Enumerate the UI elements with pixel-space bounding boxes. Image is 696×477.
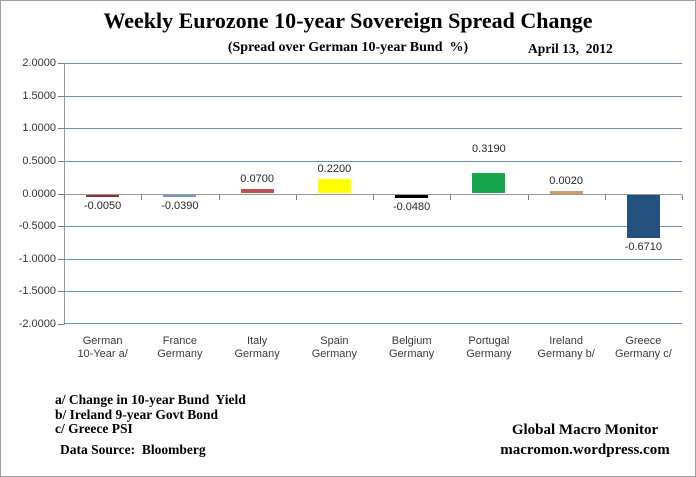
gridline [64, 323, 682, 324]
gridline [64, 259, 682, 260]
credits-url: macromon.wordpress.com [500, 442, 670, 458]
bar-value-label: 0.0020 [549, 175, 583, 187]
footnote-b: b/ Ireland 9-year Govt Bond [55, 406, 219, 422]
x-axis-tick [296, 194, 297, 200]
x-axis-tick [64, 194, 65, 200]
y-axis-tick [58, 194, 64, 195]
gridline [64, 128, 682, 129]
gridline [64, 291, 682, 292]
category-label: France Germany [157, 335, 203, 360]
category-label: Ireland Germany b/ [537, 335, 595, 360]
category-label: Greece Germany c/ [614, 335, 672, 360]
bar-value-label: 0.0700 [240, 172, 274, 185]
bar-portugal [472, 172, 506, 194]
y-axis-tick [58, 226, 64, 227]
y-axis-tick-label: -1.5000 [18, 285, 56, 297]
bar-belgium [395, 194, 429, 198]
bar-value-label: 0.3190 [472, 142, 506, 155]
x-axis-tick [450, 194, 451, 200]
bar-value-label: -0.0050 [83, 200, 122, 212]
y-axis-tick-label: 0.0000 [22, 188, 56, 200]
x-axis-tick [605, 194, 606, 200]
x-axis-tick [682, 194, 683, 200]
y-axis-tick [58, 96, 64, 97]
y-axis-tick-label: 2.0000 [22, 57, 56, 69]
x-axis-tick [219, 194, 220, 200]
y-axis-tick [58, 161, 64, 162]
category-label: German 10-Year a/ [77, 335, 128, 360]
category-label: Spain Germany [311, 335, 357, 360]
x-axis-category-labels: German 10-Year a/France Germany Italy German… [64, 335, 682, 360]
bar-value-label: -0.0390 [161, 200, 199, 213]
x-axis-tick [141, 194, 142, 200]
credits-name: Global Macro Monitor [511, 422, 659, 438]
bar-value-label: 0.2200 [317, 163, 352, 176]
y-axis-tick-label: 1.5000 [22, 90, 56, 102]
gridline [64, 63, 682, 64]
y-axis-tick [58, 259, 64, 260]
gridline [64, 226, 682, 227]
y-axis-tick-label: 0.5000 [22, 155, 56, 167]
bar-spain [317, 179, 351, 194]
bar-greece [626, 194, 660, 239]
y-axis-tick-label: -0.5000 [18, 220, 56, 232]
bar-france [163, 194, 197, 198]
y-axis-tick [58, 63, 64, 64]
category-label: Portugal Germany [466, 335, 512, 360]
y-axis-tick [58, 128, 64, 129]
chart-subtitle: (Spread over German 10-year Bund %) [227, 40, 469, 55]
y-axis-tick-label: -1.0000 [18, 253, 56, 265]
footnote-a: a/ Change in 10-year Bund Yield [55, 392, 246, 407]
footnote-c: c/ Greece PSI [55, 421, 133, 437]
data-source-note: Data Source: Bloomberg [60, 442, 206, 457]
chart-title: Weekly Eurozone 10-year Sovereign Spread… [103, 8, 593, 33]
bar-german [86, 194, 120, 197]
footnotes: a/ Change in 10-year Bund Yield b/ Irela… [55, 392, 246, 437]
x-axis-tick [373, 194, 374, 200]
chart-date-annotation: April 13, 2012 [528, 41, 613, 56]
y-axis-tick [58, 291, 64, 292]
bar-value-label: -0.6710 [624, 241, 663, 254]
bar-italy [240, 188, 274, 194]
x-axis-tick [528, 194, 529, 200]
plot-area: -0.0050 -0.0390 0.0700 0.2200 -0.0480 0.3190 0… [64, 63, 683, 324]
y-axis-tick-label: 1.0000 [22, 122, 56, 134]
y-axis-tick [58, 324, 64, 325]
gridline [64, 96, 682, 97]
bar-ireland [549, 191, 583, 194]
category-label: Italy Germany [234, 335, 280, 360]
gridline [64, 161, 682, 162]
y-axis-tick-label: -2.0000 [18, 318, 56, 330]
credits-block: Global Macro Monitor macromon.wordpress.… [474, 420, 695, 460]
bar-value-label: -0.0480 [392, 200, 431, 213]
category-label: Belgium Germany [389, 335, 435, 360]
